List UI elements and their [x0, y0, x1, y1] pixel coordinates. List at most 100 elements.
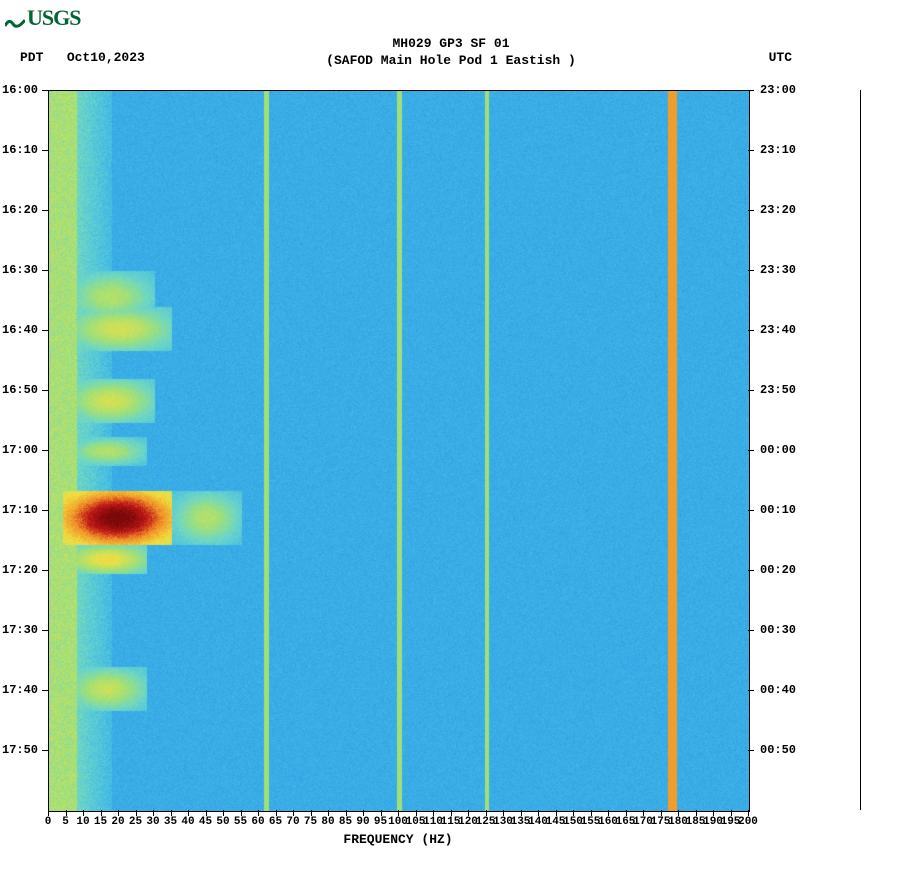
tz-right: UTC — [769, 50, 792, 65]
y-left-label: 16:30 — [2, 263, 38, 277]
y-right-label: 23:50 — [760, 383, 796, 397]
y-right-label: 00:20 — [760, 563, 796, 577]
y-tick — [42, 510, 48, 511]
y-tick-right — [748, 510, 754, 511]
y-left-label: 16:40 — [2, 323, 38, 337]
x-label: 85 — [339, 816, 352, 828]
y-tick — [42, 750, 48, 751]
y-tick — [42, 390, 48, 391]
x-label: 60 — [251, 816, 264, 828]
y-tick — [42, 690, 48, 691]
x-tick — [311, 810, 312, 816]
y-right-label: 23:00 — [760, 83, 796, 97]
x-tick — [363, 810, 364, 816]
x-tick — [643, 810, 644, 816]
x-tick — [153, 810, 154, 816]
y-left-label: 16:00 — [2, 83, 38, 97]
y-tick-right — [748, 390, 754, 391]
x-tick — [748, 810, 749, 816]
y-right-label: 23:10 — [760, 143, 796, 157]
x-label: 35 — [164, 816, 177, 828]
x-tick — [468, 810, 469, 816]
x-tick — [661, 810, 662, 816]
y-axis-right-labels: 23:0023:1023:2023:3023:4023:5000:0000:10… — [760, 90, 806, 810]
y-left-label: 16:10 — [2, 143, 38, 157]
y-left-label: 17:00 — [2, 443, 38, 457]
spectrogram-plot — [48, 90, 750, 812]
y-tick — [42, 270, 48, 271]
y-right-label: 00:50 — [760, 743, 796, 757]
y-tick-right — [748, 330, 754, 331]
y-left-label: 16:20 — [2, 203, 38, 217]
x-tick — [188, 810, 189, 816]
tz-left: PDT — [20, 50, 43, 65]
x-label: 80 — [321, 816, 334, 828]
y-left-label: 17:10 — [2, 503, 38, 517]
x-axis-title: FREQUENCY (HZ) — [48, 832, 748, 847]
y-tick-right — [748, 90, 754, 91]
y-right-label: 00:10 — [760, 503, 796, 517]
x-tick — [83, 810, 84, 816]
x-tick — [398, 810, 399, 816]
x-tick — [136, 810, 137, 816]
y-tick-right — [748, 570, 754, 571]
y-tick-right — [748, 150, 754, 151]
x-label: 30 — [146, 816, 159, 828]
logo-text: USGS — [27, 5, 80, 31]
x-tick — [101, 810, 102, 816]
y-right-label: 23:40 — [760, 323, 796, 337]
x-tick — [731, 810, 732, 816]
x-tick — [573, 810, 574, 816]
x-tick — [626, 810, 627, 816]
x-tick — [713, 810, 714, 816]
x-tick — [608, 810, 609, 816]
y-left-label: 17:50 — [2, 743, 38, 757]
x-tick — [293, 810, 294, 816]
y-tick — [42, 90, 48, 91]
y-tick-right — [748, 450, 754, 451]
y-right-label: 00:30 — [760, 623, 796, 637]
x-tick — [171, 810, 172, 816]
x-tick — [521, 810, 522, 816]
x-tick — [118, 810, 119, 816]
x-label: 20 — [111, 816, 124, 828]
y-right-label: 23:20 — [760, 203, 796, 217]
y-tick-right — [748, 750, 754, 751]
y-left-label: 17:20 — [2, 563, 38, 577]
y-tick — [42, 630, 48, 631]
x-label: 5 — [62, 816, 69, 828]
date: Oct10,2023 — [67, 50, 145, 65]
y-left-label: 16:50 — [2, 383, 38, 397]
x-label: 70 — [286, 816, 299, 828]
x-tick — [678, 810, 679, 816]
x-label: 55 — [234, 816, 247, 828]
x-tick — [538, 810, 539, 816]
y-left-label: 17:30 — [2, 623, 38, 637]
y-tick — [42, 450, 48, 451]
x-label: 40 — [181, 816, 194, 828]
usgs-wave-icon — [5, 10, 25, 26]
x-label: 95 — [374, 816, 387, 828]
x-tick — [503, 810, 504, 816]
y-left-label: 17:40 — [2, 683, 38, 697]
x-label: 10 — [76, 816, 89, 828]
y-right-label: 00:40 — [760, 683, 796, 697]
x-tick — [66, 810, 67, 816]
x-tick — [416, 810, 417, 816]
x-label: 25 — [129, 816, 142, 828]
x-tick — [556, 810, 557, 816]
x-tick — [206, 810, 207, 816]
y-tick-right — [748, 690, 754, 691]
y-tick-right — [748, 270, 754, 271]
x-tick — [276, 810, 277, 816]
x-tick — [433, 810, 434, 816]
x-tick — [328, 810, 329, 816]
x-label: 50 — [216, 816, 229, 828]
x-tick — [591, 810, 592, 816]
x-tick — [696, 810, 697, 816]
x-tick — [223, 810, 224, 816]
x-tick — [241, 810, 242, 816]
y-right-label: 00:00 — [760, 443, 796, 457]
usgs-logo: USGS — [5, 5, 80, 31]
x-tick — [451, 810, 452, 816]
